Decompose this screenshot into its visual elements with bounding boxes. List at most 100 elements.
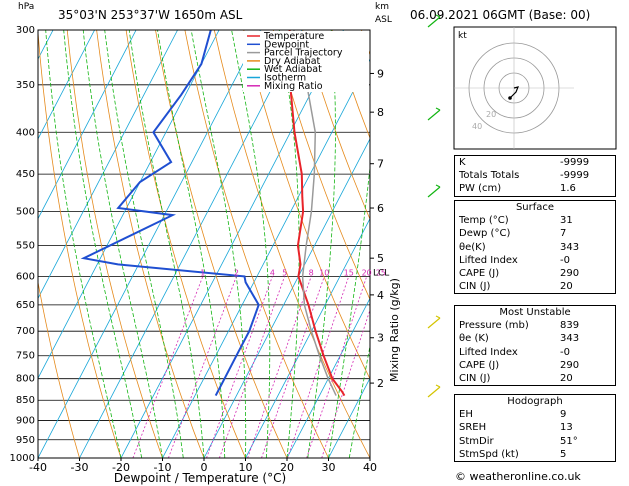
table-row: Lifted Index -0 <box>455 346 615 359</box>
km-tick-label: 8 <box>377 106 384 119</box>
mixing-ratio-tick-label: 25 <box>376 268 386 277</box>
wet-adiabat-line <box>128 30 205 458</box>
isotherm-line <box>79 30 303 458</box>
mixing-ratio-tick-label: 5 <box>282 268 287 277</box>
pressure-tick-label: 500 <box>16 207 35 218</box>
dry-adiabat-line <box>184 30 329 458</box>
dry-adiabat-line <box>96 30 205 458</box>
wet-adiabat-line <box>63 30 143 458</box>
row-value: 31 <box>560 215 573 227</box>
k-index-value: -9999 <box>560 157 590 168</box>
pressure-tick-label: 850 <box>16 395 35 406</box>
wind-barb-flag <box>435 184 441 188</box>
row-value: 290 <box>560 267 580 279</box>
isotherm-line <box>38 30 95 140</box>
wet-adiabat-line <box>190 30 247 458</box>
x-tick-label: 30 <box>322 461 336 474</box>
legend-label: Wet Adiabat <box>264 64 322 75</box>
surface-title: Surface <box>515 202 555 213</box>
pressure-tick-label: 800 <box>16 374 35 385</box>
isotherm-line <box>328 377 370 458</box>
wet-adiabat-line <box>45 30 122 458</box>
mixing-ratio-tick-label: 1 <box>200 268 205 277</box>
pressure-tick-label: 950 <box>16 435 35 446</box>
location-title: 35°03'N 253°37'W 1650m ASL <box>58 8 243 22</box>
mixing-ratio-tick-label: 15 <box>344 268 354 277</box>
mixing-ratio-line <box>132 276 204 458</box>
isotherm-line <box>245 217 370 458</box>
table-row: CIN (J) 20 <box>455 280 615 293</box>
hodograph-storm-marker <box>508 96 512 100</box>
pressure-tick-label: 1000 <box>10 453 35 464</box>
km-tick-label: 5 <box>377 252 384 265</box>
row-label: StmSpd (kt) <box>459 448 519 460</box>
height-asl-label: ASL <box>375 15 392 25</box>
wet-adiabat-line <box>348 343 370 458</box>
wet-adiabat-line <box>157 30 226 458</box>
x-tick-label: 10 <box>239 461 253 474</box>
dry-adiabat-line <box>38 280 80 458</box>
copyright-footer: © weatheronline.co.uk <box>455 470 581 483</box>
row-label: θe (K) <box>459 333 489 345</box>
row-label: Lifted Index <box>459 346 518 358</box>
mixing-ratio-tick-label: 10 <box>319 268 329 277</box>
table-row: Pressure (mb) 839 <box>455 319 615 332</box>
pressure-tick-label: 300 <box>16 25 35 36</box>
profile-dewpoint <box>80 30 260 397</box>
pw-value: 1.6 <box>560 183 576 195</box>
km-tick-label: 2 <box>377 377 384 390</box>
x-tick-label: -40 <box>29 461 47 474</box>
surface-table: Surface Temp (°C) 31 Dewp (°C) 7 θe(K) 343 Lif… <box>454 200 616 295</box>
wind-barb <box>427 317 441 329</box>
x-tick-label: 0 <box>201 461 208 474</box>
legend-label: Parcel Trajectory <box>264 48 343 59</box>
table-row: θe (K) 343 <box>455 332 615 345</box>
table-row: SREH 13 <box>455 421 615 434</box>
dry-adiabat-line <box>213 30 370 458</box>
table-row: θe(K) 343 <box>455 241 615 254</box>
row-label: CIN (J) <box>459 372 491 384</box>
row-label: θe(K) <box>459 241 486 253</box>
legend-label: Dry Adiabat <box>264 56 321 67</box>
row-value: 7 <box>560 228 567 240</box>
k-index-label: K <box>459 157 466 168</box>
row-value: 51° <box>560 435 578 447</box>
wind-barb-flag <box>435 384 441 388</box>
mixing-ratio-line <box>306 276 368 458</box>
profile-temperature <box>288 30 346 397</box>
row-label: Pressure (mb) <box>459 320 529 332</box>
mixing-ratio-line <box>321 308 370 458</box>
lcl-label: LCL <box>373 268 389 278</box>
km-tick-label: 3 <box>377 332 384 345</box>
dry-adiabat-line <box>66 30 163 458</box>
pressure-tick-label: 600 <box>16 271 35 282</box>
row-label: StmDir <box>459 435 494 447</box>
most-unstable-title: Most Unstable <box>499 307 571 318</box>
mixing-ratio-line <box>219 276 285 458</box>
legend-label: Dewpoint <box>264 39 309 50</box>
row-value: 343 <box>560 241 580 253</box>
dry-adiabat-line <box>125 30 246 458</box>
hodograph: kt 20 40 <box>453 26 617 150</box>
mixing-ratio-line <box>261 276 325 458</box>
mixing-ratio-tick-label: 8 <box>309 268 314 277</box>
mixing-ratio-line <box>168 276 237 458</box>
legend-label: Isotherm <box>264 73 306 84</box>
hodograph-ring-label: 40 <box>472 122 482 131</box>
row-value: 13 <box>560 422 573 434</box>
row-value: 20 <box>560 372 573 384</box>
isotherm-line <box>162 58 370 458</box>
profile-parcel-trajectory <box>293 30 337 396</box>
isotherm-line <box>203 137 370 458</box>
datetime-title: 06.09.2021 06GMT (Base: 00) <box>410 8 591 22</box>
table-row: CAPE (J) 290 <box>455 359 615 372</box>
row-label: EH <box>459 409 473 421</box>
legend-label: Mixing Ratio <box>264 81 323 92</box>
table-row: StmSpd (kt) 5 <box>455 448 615 461</box>
table-row: CAPE (J) 290 <box>455 267 615 280</box>
isotherm-line <box>120 30 344 458</box>
table-row: Lifted Index -0 <box>455 254 615 267</box>
dry-adiabat-line <box>272 30 370 301</box>
most-unstable-table: Most Unstable Pressure (mb) 839 θe (K) 343 L… <box>454 305 616 387</box>
